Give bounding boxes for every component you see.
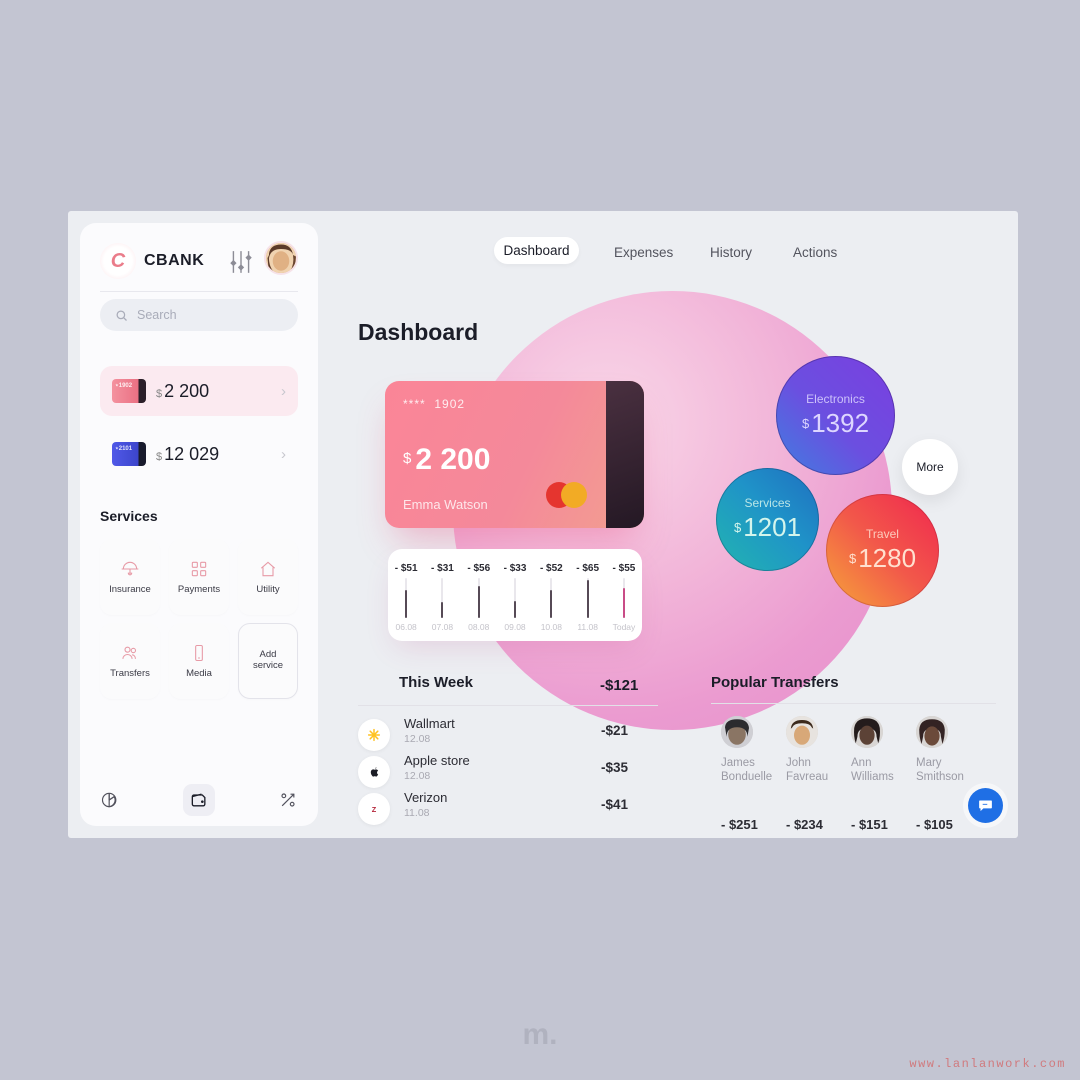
svg-text:Z: Z: [372, 805, 377, 814]
